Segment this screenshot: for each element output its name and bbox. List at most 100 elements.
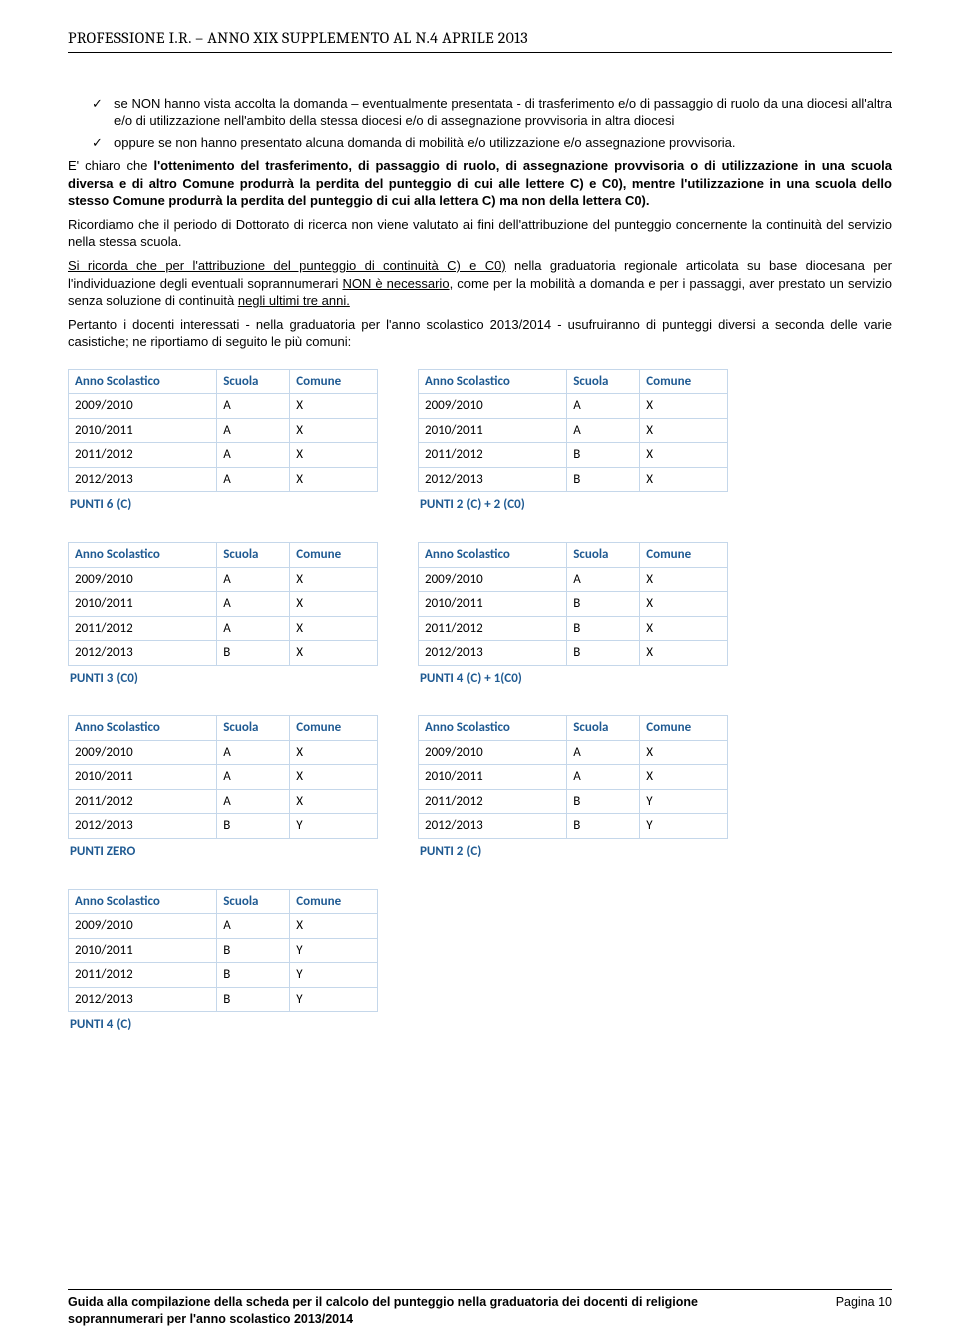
table-cell: 2010/2011 xyxy=(69,938,217,963)
table-cell: X xyxy=(290,765,378,790)
table-cell: 2012/2013 xyxy=(69,641,217,666)
data-table: Anno ScolasticoScuolaComune2009/2010AX20… xyxy=(68,889,378,1013)
table-cell: X xyxy=(640,740,728,765)
table-row: 2010/2011AX xyxy=(419,418,728,443)
table-block: Anno ScolasticoScuolaComune2009/2010AX20… xyxy=(418,542,728,691)
table-row: 2011/2012BX xyxy=(419,616,728,641)
footer-title: Guida alla compilazione della scheda per… xyxy=(68,1294,768,1328)
table-cell: 2011/2012 xyxy=(69,963,217,988)
table-cell: 2012/2013 xyxy=(419,641,567,666)
table-cell: 2010/2011 xyxy=(69,592,217,617)
table-cell: A xyxy=(217,740,290,765)
para-underline: negli ultimi tre anni. xyxy=(238,293,350,308)
table-row: 2012/2013BY xyxy=(69,987,378,1012)
tables-row: Anno ScolasticoScuolaComune2009/2010AX20… xyxy=(68,369,892,518)
table-row: 2010/2011BY xyxy=(69,938,378,963)
table-cell: B xyxy=(217,814,290,839)
table-header-cell: Anno Scolastico xyxy=(419,716,567,741)
table-cell: Y xyxy=(290,963,378,988)
table-cell: X xyxy=(290,592,378,617)
table-row: 2011/2012AX xyxy=(69,443,378,468)
table-cell: 2011/2012 xyxy=(69,616,217,641)
table-cell: X xyxy=(290,394,378,419)
check-icon: ✓ xyxy=(92,134,114,152)
table-cell: A xyxy=(567,394,640,419)
para-text: E' chiaro che xyxy=(68,158,153,173)
table-header-cell: Comune xyxy=(290,716,378,741)
table-header-cell: Comune xyxy=(290,542,378,567)
table-row: 2009/2010AX xyxy=(69,914,378,939)
table-cell: A xyxy=(567,418,640,443)
para-underline: NON è necessario xyxy=(342,276,449,291)
table-cell: X xyxy=(290,467,378,492)
punti-label: PUNTI 4 (C) xyxy=(68,1012,378,1038)
header-rule xyxy=(68,52,892,53)
table-block: Anno ScolasticoScuolaComune2009/2010AX20… xyxy=(68,369,378,518)
footer-page-number: Pagina 10 xyxy=(836,1294,892,1328)
table-cell: 2011/2012 xyxy=(419,789,567,814)
table-header-cell: Scuola xyxy=(217,889,290,914)
table-cell: A xyxy=(567,765,640,790)
table-cell: 2009/2010 xyxy=(69,394,217,419)
table-header-cell: Scuola xyxy=(567,716,640,741)
bullet-list: ✓ se NON hanno vista accolta la domanda … xyxy=(92,95,892,152)
para-underline: Si ricorda che per l'attribuzione del pu… xyxy=(68,258,506,273)
table-header-cell: Comune xyxy=(640,716,728,741)
table-cell: X xyxy=(290,740,378,765)
table-cell: X xyxy=(640,567,728,592)
table-row: 2012/2013BY xyxy=(69,814,378,839)
table-row: 2009/2010AX xyxy=(69,740,378,765)
tables-row: Anno ScolasticoScuolaComune2009/2010AX20… xyxy=(68,542,892,691)
table-row: 2009/2010AX xyxy=(419,567,728,592)
table-cell: 2011/2012 xyxy=(69,789,217,814)
table-cell: X xyxy=(640,418,728,443)
table-cell: B xyxy=(217,963,290,988)
tables-row: Anno ScolasticoScuolaComune2009/2010AX20… xyxy=(68,715,892,864)
table-block: Anno ScolasticoScuolaComune2009/2010AX20… xyxy=(418,715,728,864)
data-table: Anno ScolasticoScuolaComune2009/2010AX20… xyxy=(418,369,728,493)
page-footer: Guida alla compilazione della scheda per… xyxy=(68,1289,892,1328)
table-row: 2012/2013BX xyxy=(69,641,378,666)
table-row: 2010/2011AX xyxy=(419,765,728,790)
data-table: Anno ScolasticoScuolaComune2009/2010AX20… xyxy=(68,369,378,493)
table-cell: Y xyxy=(290,938,378,963)
table-cell: Y xyxy=(640,789,728,814)
table-header-cell: Anno Scolastico xyxy=(419,369,567,394)
table-cell: X xyxy=(290,914,378,939)
table-cell: X xyxy=(290,789,378,814)
table-cell: A xyxy=(217,616,290,641)
punti-label: PUNTI ZERO xyxy=(68,839,378,865)
tables-row: Anno ScolasticoScuolaComune2009/2010AX20… xyxy=(68,889,892,1038)
table-cell: 2009/2010 xyxy=(69,740,217,765)
table-cell: B xyxy=(567,467,640,492)
table-cell: X xyxy=(290,567,378,592)
table-cell: B xyxy=(567,814,640,839)
table-header-cell: Scuola xyxy=(217,716,290,741)
table-cell: 2010/2011 xyxy=(419,592,567,617)
table-cell: B xyxy=(217,641,290,666)
table-cell: X xyxy=(640,394,728,419)
table-row: 2009/2010AX xyxy=(419,394,728,419)
table-cell: A xyxy=(217,765,290,790)
table-cell: X xyxy=(290,641,378,666)
table-row: 2009/2010AX xyxy=(69,567,378,592)
table-cell: 2010/2011 xyxy=(419,765,567,790)
table-cell: 2012/2013 xyxy=(419,467,567,492)
table-cell: 2012/2013 xyxy=(69,987,217,1012)
table-cell: 2009/2010 xyxy=(69,567,217,592)
table-cell: A xyxy=(567,567,640,592)
table-block: Anno ScolasticoScuolaComune2009/2010AX20… xyxy=(68,542,378,691)
data-table: Anno ScolasticoScuolaComune2009/2010AX20… xyxy=(68,715,378,839)
table-cell: X xyxy=(290,418,378,443)
bullet-text: se NON hanno vista accolta la domanda – … xyxy=(114,95,892,130)
table-row: 2011/2012BX xyxy=(419,443,728,468)
table-cell: A xyxy=(217,789,290,814)
table-header-cell: Comune xyxy=(640,542,728,567)
table-header-cell: Scuola xyxy=(567,542,640,567)
table-row: 2011/2012AX xyxy=(69,789,378,814)
table-header-cell: Anno Scolastico xyxy=(69,542,217,567)
table-row: 2012/2013BY xyxy=(419,814,728,839)
table-row: 2010/2011BX xyxy=(419,592,728,617)
table-row: 2011/2012BY xyxy=(69,963,378,988)
table-header-cell: Scuola xyxy=(217,369,290,394)
